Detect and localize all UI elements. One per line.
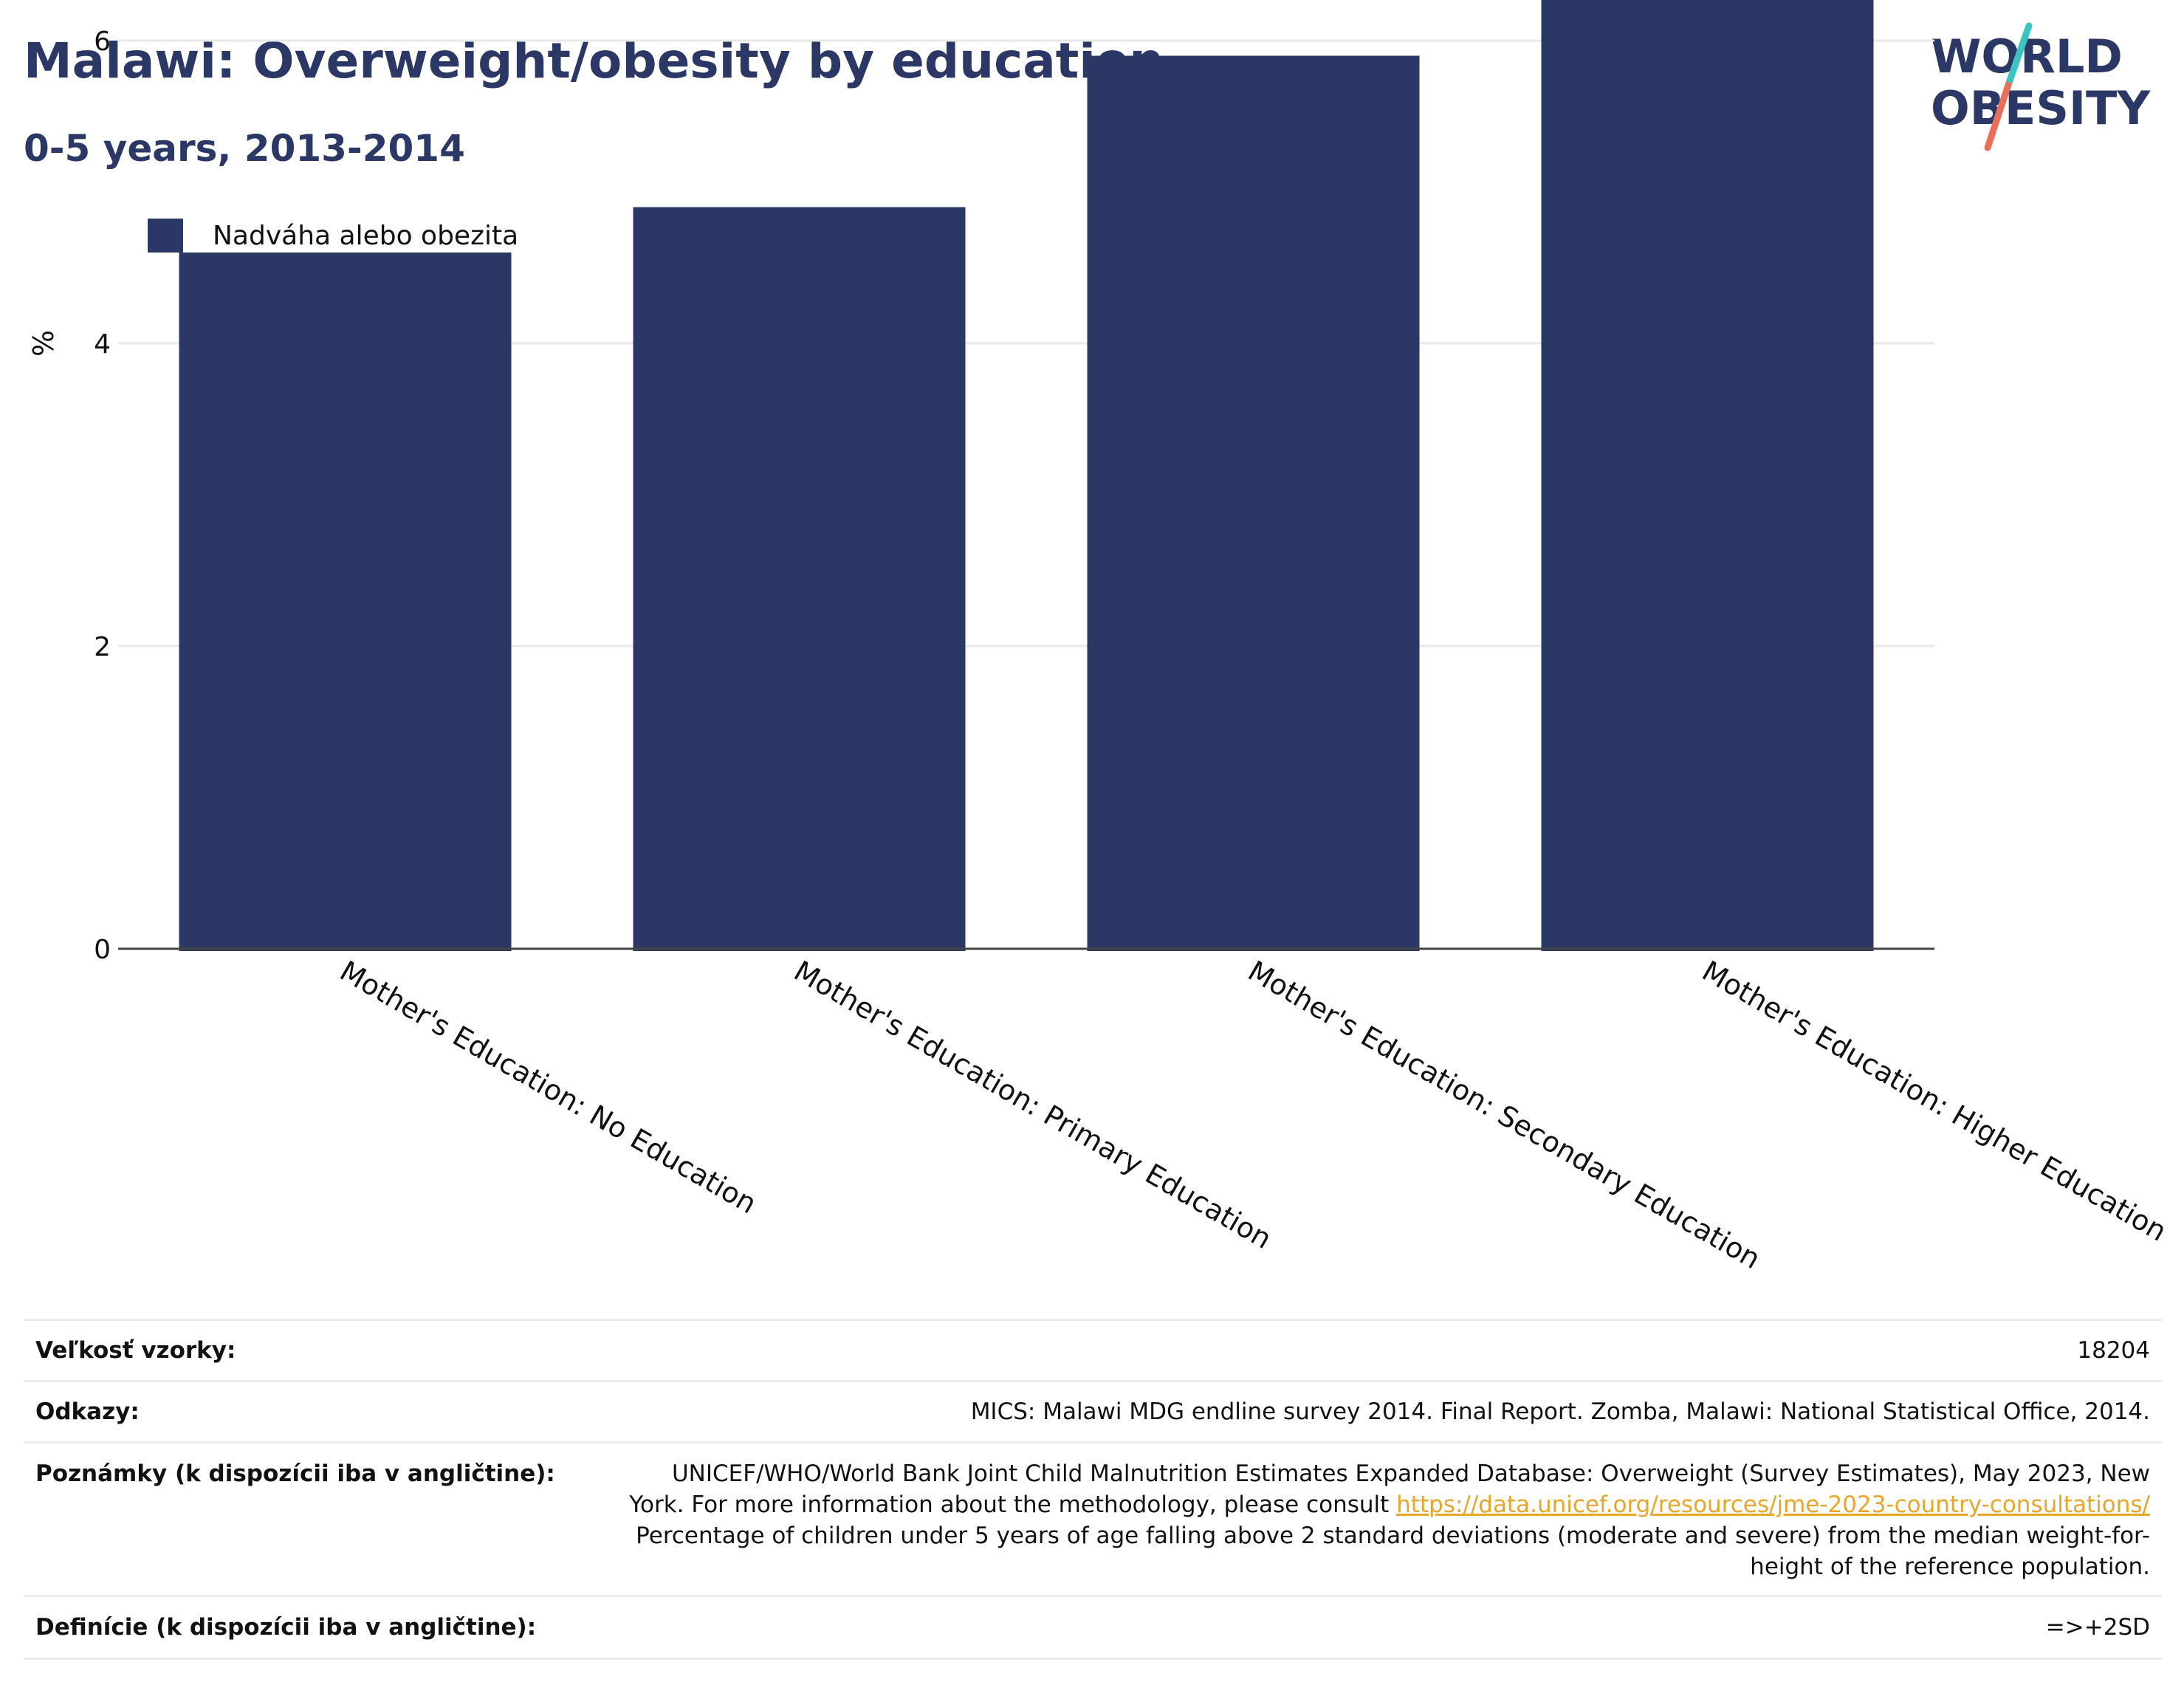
- legend-swatch: [148, 219, 183, 253]
- row-value: =>+2SD: [2045, 1614, 2150, 1641]
- x-tick-label: Mother's Education: Higher Education: [1697, 955, 2172, 1248]
- y-tick-label: 6: [94, 27, 111, 57]
- row-value: UNICEF/WHO/World Bank Joint Child Malnut…: [629, 1458, 2162, 1582]
- bar: [179, 253, 512, 951]
- row-label: Veľkosť vzorky:: [35, 1337, 236, 1364]
- info-table: Veľkosť vzorky: 18204 Odkazy: MICS: Mala…: [24, 1319, 2162, 1660]
- row-label: Poznámky (k dispozícii iba v angličtine)…: [35, 1460, 555, 1487]
- world-obesity-logo: WORLD OBESITY: [1931, 22, 2151, 151]
- y-axis-ticks: 02468: [94, 27, 111, 965]
- bars: [179, 0, 1874, 951]
- y-tick-label: 2: [94, 632, 111, 662]
- y-tick-label: 4: [94, 329, 111, 360]
- table-row-notes: Poznámky (k dispozícii iba v angličtine)…: [24, 1441, 2162, 1595]
- x-tick-label: Mother's Education: Primary Education: [789, 955, 1277, 1255]
- bar: [1541, 0, 1874, 951]
- bar-chart: 02468 Mother's Education: No EducationMo…: [27, 0, 2172, 1276]
- y-tick-label: 0: [94, 935, 111, 965]
- notes-text-after: Percentage of children under 5 years of …: [636, 1522, 2150, 1580]
- bar: [633, 207, 966, 951]
- bar: [1087, 55, 1420, 951]
- table-row-sample-size: Veľkosť vzorky: 18204: [24, 1319, 2162, 1380]
- x-tick-label: Mother's Education: No Education: [334, 955, 762, 1220]
- x-axis-labels: Mother's Education: No Education Mother's…: [334, 955, 2172, 1276]
- logo-slash-bottom: [1984, 81, 2012, 151]
- y-axis-label: %: [27, 330, 60, 357]
- legend-label: Nadváha alebo obezita: [213, 220, 519, 251]
- chart-subtitle: 0-5 years, 2013-2014: [24, 127, 465, 170]
- row-value: MICS: Malawi MDG endline survey 2014. Fi…: [970, 1398, 2150, 1425]
- chart-title: Malawi: Overweight/obesity by education: [24, 32, 1164, 89]
- logo-slash-top: [2005, 22, 2033, 89]
- x-tick-label: Mother's Education: Secondary Education: [1243, 955, 1766, 1276]
- table-row-references: Odkazy: MICS: Malawi MDG endline survey …: [24, 1380, 2162, 1441]
- logo-line2: OBESITY: [1931, 81, 2151, 135]
- notes-text-before: UNICEF/WHO/World Bank Joint Child Malnut…: [629, 1460, 2150, 1518]
- table-row-definitions: Definície (k dispozícii iba v angličtine…: [24, 1595, 2162, 1660]
- row-value: 18204: [2077, 1337, 2150, 1364]
- notes-link[interactable]: https://data.unicef.org/resources/jme-20…: [1396, 1491, 2150, 1518]
- row-label: Odkazy:: [35, 1398, 140, 1425]
- legend[interactable]: Nadváha alebo obezita: [148, 219, 518, 253]
- row-label: Definície (k dispozícii iba v angličtine…: [35, 1614, 537, 1641]
